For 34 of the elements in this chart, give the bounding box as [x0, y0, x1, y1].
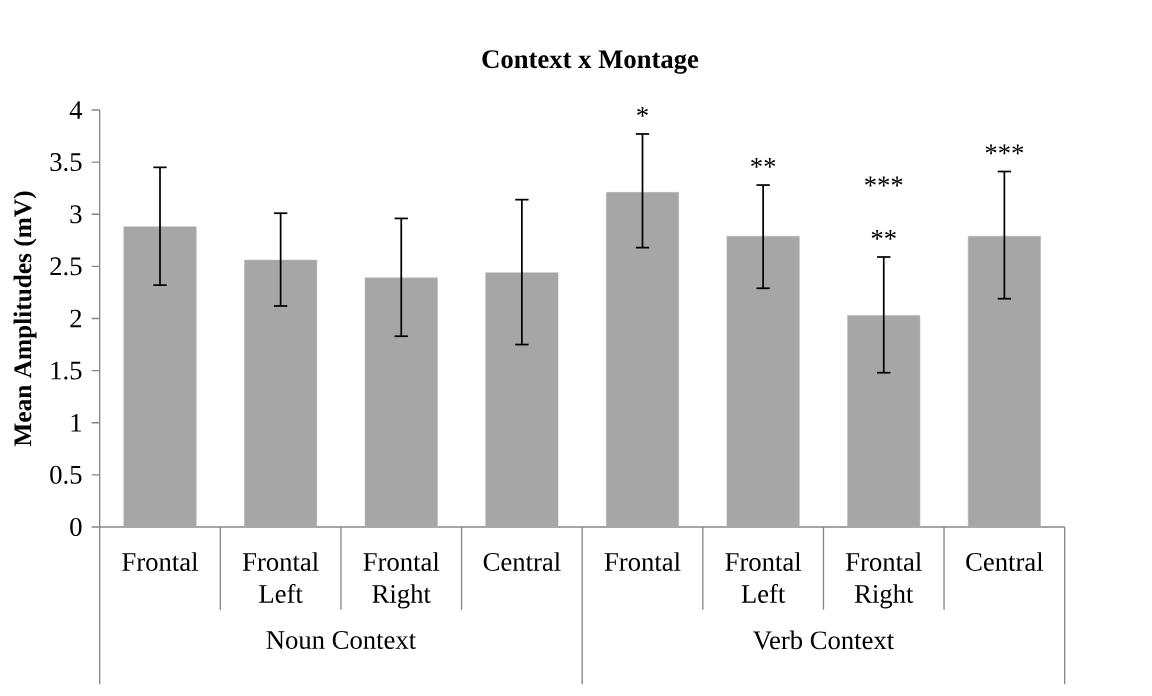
bar: [485, 272, 559, 528]
bar: [967, 235, 1041, 528]
bar: [364, 277, 438, 528]
annotation: ***: [985, 144, 1024, 155]
x-tick-label: Frontal Left: [725, 552, 802, 603]
annotation: **: [871, 229, 896, 240]
x-tick-label: Frontal Left: [242, 552, 319, 603]
bar: [123, 226, 197, 528]
y-tick-label: 3: [70, 205, 82, 224]
y-tick-label: 0.5: [50, 465, 82, 484]
x-tick-label: Central: [483, 552, 561, 571]
annotation: **: [751, 158, 776, 168]
x-tick-label: Frontal Right: [846, 552, 922, 609]
y-tick-label: 4: [69, 101, 83, 119]
y-tick-label: 2.5: [50, 257, 82, 276]
annotation: ***: [865, 176, 903, 187]
y-tick-label: 3.5: [50, 153, 82, 172]
y-tick-label: 1: [71, 413, 81, 432]
annotation: *: [637, 106, 648, 117]
bar: [726, 235, 800, 528]
bar: [244, 259, 318, 528]
y-tick-label: 0: [70, 518, 82, 536]
bar: [847, 315, 921, 528]
x-tick-label: Central: [966, 552, 1044, 571]
chart-title: Context x Montage: [482, 50, 699, 74]
x-tick-label: Frontal Right: [363, 552, 440, 609]
x-tick-label: Frontal: [604, 552, 681, 571]
text: Verb Context: [753, 630, 895, 650]
y-tick-label: 1.5: [51, 361, 82, 380]
bar: [606, 192, 679, 528]
y-tick-label: 2: [70, 309, 82, 328]
text: Noun Context: [266, 631, 416, 649]
y-axis-title: Mean Amplitudes (mV): [13, 191, 37, 447]
x-tick-label: Frontal: [122, 552, 198, 571]
